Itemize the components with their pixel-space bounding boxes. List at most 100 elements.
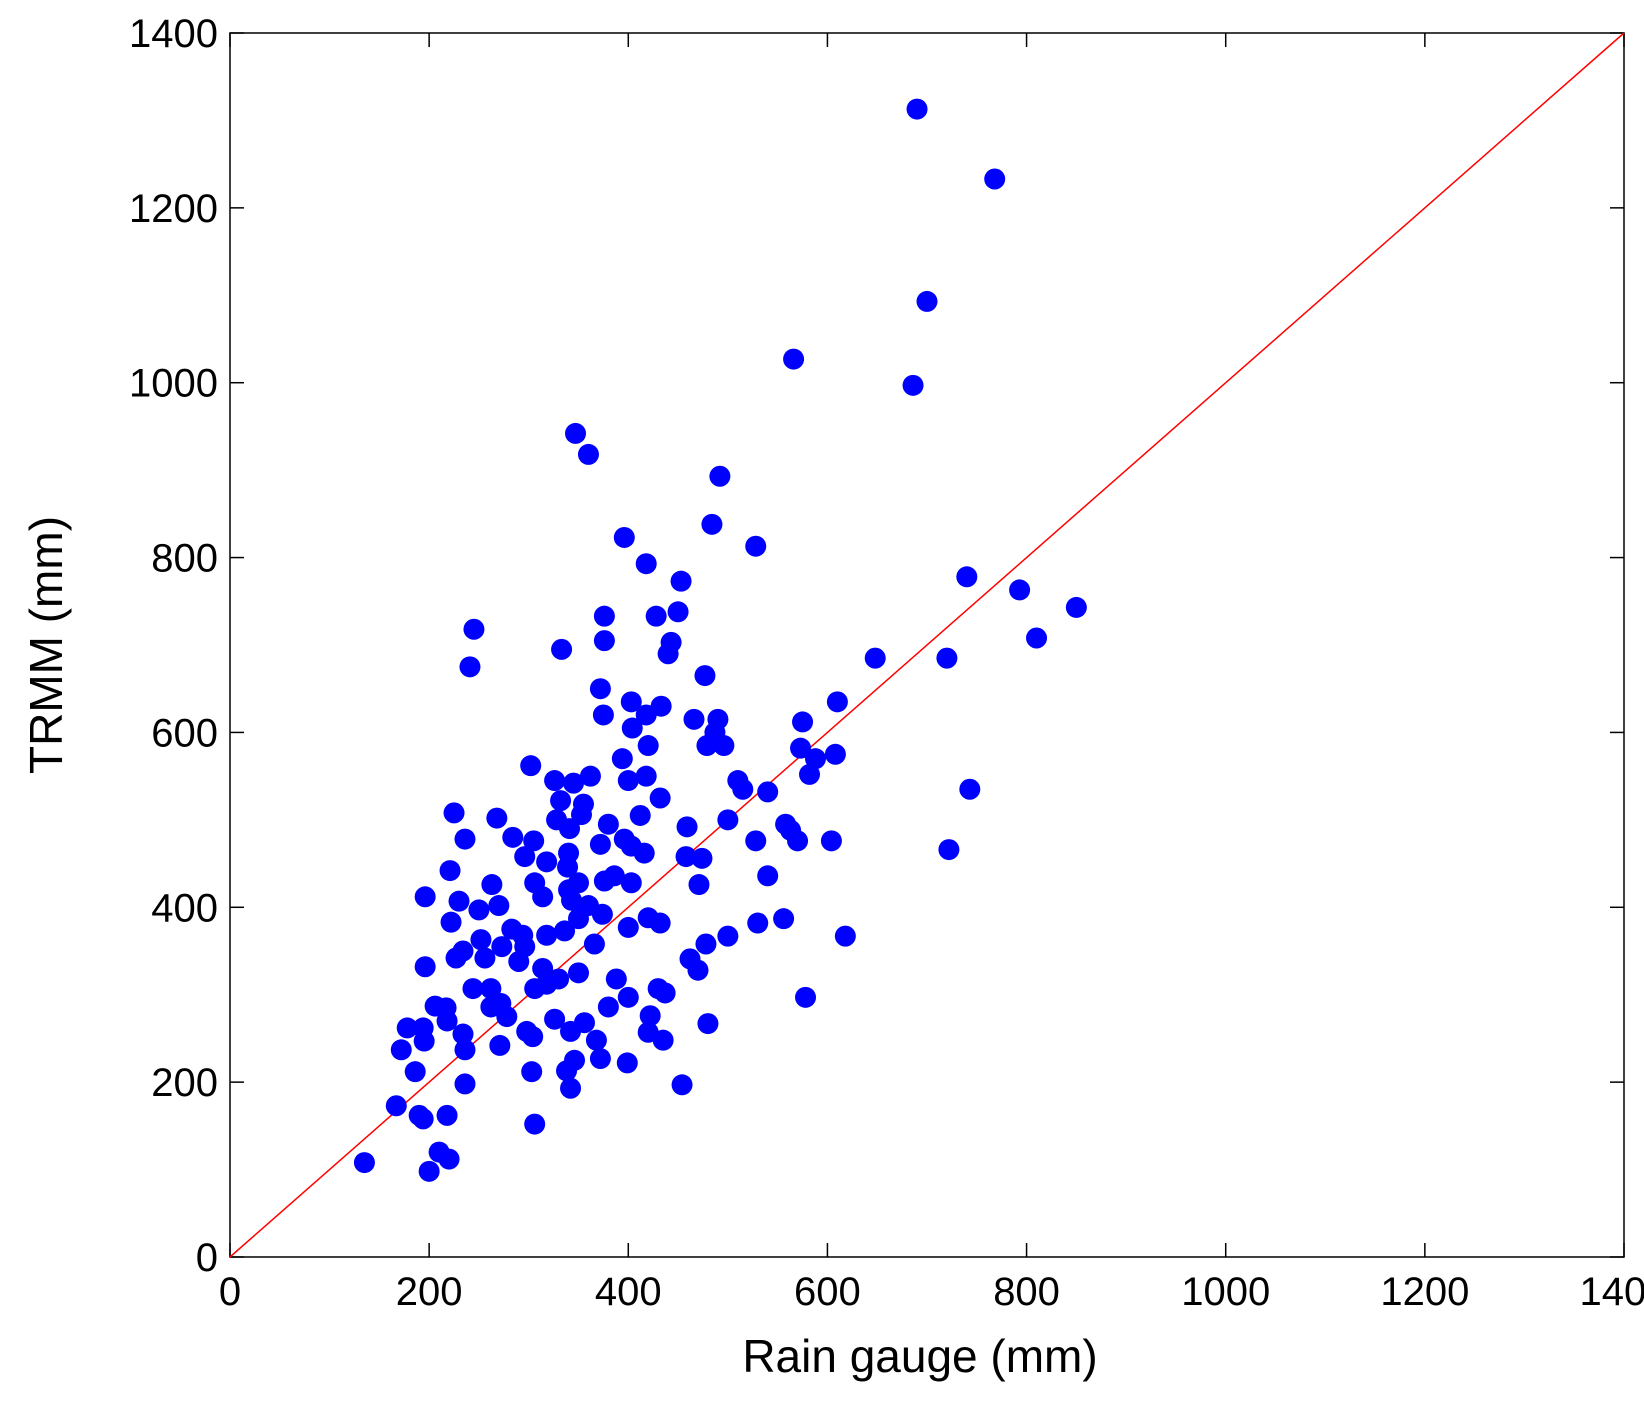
point <box>474 947 496 969</box>
point <box>620 691 642 713</box>
point <box>589 1048 611 1070</box>
x-axis-label: Rain gauge (mm) <box>742 1330 1097 1382</box>
point <box>404 1061 426 1083</box>
plot-frame <box>229 32 1625 1258</box>
point <box>480 978 502 1000</box>
point <box>593 630 615 652</box>
point <box>826 691 848 713</box>
point <box>629 804 651 826</box>
point <box>459 656 481 678</box>
point <box>563 772 585 794</box>
point <box>635 765 657 787</box>
point <box>757 865 779 887</box>
point <box>559 818 581 840</box>
point <box>488 895 510 917</box>
point <box>709 465 731 487</box>
point <box>502 826 524 848</box>
point <box>440 911 462 933</box>
point <box>956 566 978 588</box>
point <box>792 711 814 733</box>
point <box>620 872 642 894</box>
point <box>657 643 679 665</box>
point <box>605 968 627 990</box>
point <box>654 982 676 1004</box>
point <box>436 1104 458 1126</box>
point <box>1065 596 1087 618</box>
point <box>732 778 754 800</box>
point <box>462 978 484 1000</box>
y-tick-label: 200 <box>151 1061 218 1105</box>
point <box>649 912 671 934</box>
x-tick-label: 1200 <box>1380 1270 1469 1314</box>
y-tick-label: 800 <box>151 537 218 581</box>
point <box>390 1039 412 1061</box>
point <box>652 1029 674 1051</box>
point <box>697 1013 719 1035</box>
point <box>470 929 492 951</box>
point <box>443 802 465 824</box>
point <box>635 553 657 575</box>
point <box>683 708 705 730</box>
point <box>524 978 546 1000</box>
point <box>593 605 615 627</box>
point <box>603 865 625 887</box>
point <box>597 996 619 1018</box>
point <box>745 830 767 852</box>
point <box>694 665 716 687</box>
point <box>773 908 795 930</box>
point <box>589 678 611 700</box>
y-tick-label: 600 <box>151 711 218 755</box>
y-tick-label: 1200 <box>129 187 218 231</box>
point <box>501 918 523 940</box>
point <box>521 1061 543 1083</box>
point <box>795 986 817 1008</box>
point <box>452 1023 474 1045</box>
point <box>486 807 508 829</box>
point <box>787 830 809 852</box>
point <box>745 535 767 557</box>
point <box>783 348 805 370</box>
x-tick-label: 800 <box>993 1270 1060 1314</box>
point <box>565 422 587 444</box>
point <box>514 846 536 868</box>
point <box>522 1026 544 1048</box>
point <box>570 804 592 826</box>
point <box>670 570 692 592</box>
x-tick-label: 1000 <box>1181 1270 1270 1314</box>
x-tick-label: 600 <box>794 1270 861 1314</box>
point <box>508 950 530 972</box>
point <box>633 842 655 864</box>
point <box>568 908 589 930</box>
y-axis-label: TRMM (mm) <box>20 516 72 774</box>
point <box>916 290 938 312</box>
point <box>984 168 1006 190</box>
point <box>592 704 614 726</box>
point <box>560 1020 582 1042</box>
x-tick-label: 400 <box>595 1270 662 1314</box>
point <box>804 748 826 770</box>
point <box>936 647 958 669</box>
point <box>589 833 611 855</box>
point <box>591 903 613 925</box>
x-tick-label: 0 <box>219 1270 241 1314</box>
point <box>902 374 924 396</box>
point <box>790 737 812 759</box>
point <box>621 717 643 739</box>
point <box>667 601 689 623</box>
point <box>637 735 659 757</box>
point <box>353 1152 375 1174</box>
point <box>824 743 846 765</box>
y-tick-label: 400 <box>151 886 218 930</box>
point <box>448 890 470 912</box>
point <box>454 828 476 850</box>
point <box>480 996 502 1018</box>
point <box>536 924 558 946</box>
point <box>556 1060 578 1082</box>
point <box>747 912 769 934</box>
point <box>536 851 558 873</box>
point <box>695 933 717 955</box>
y-tick-label: 1000 <box>129 362 218 406</box>
point <box>496 1006 518 1028</box>
point <box>717 925 739 947</box>
